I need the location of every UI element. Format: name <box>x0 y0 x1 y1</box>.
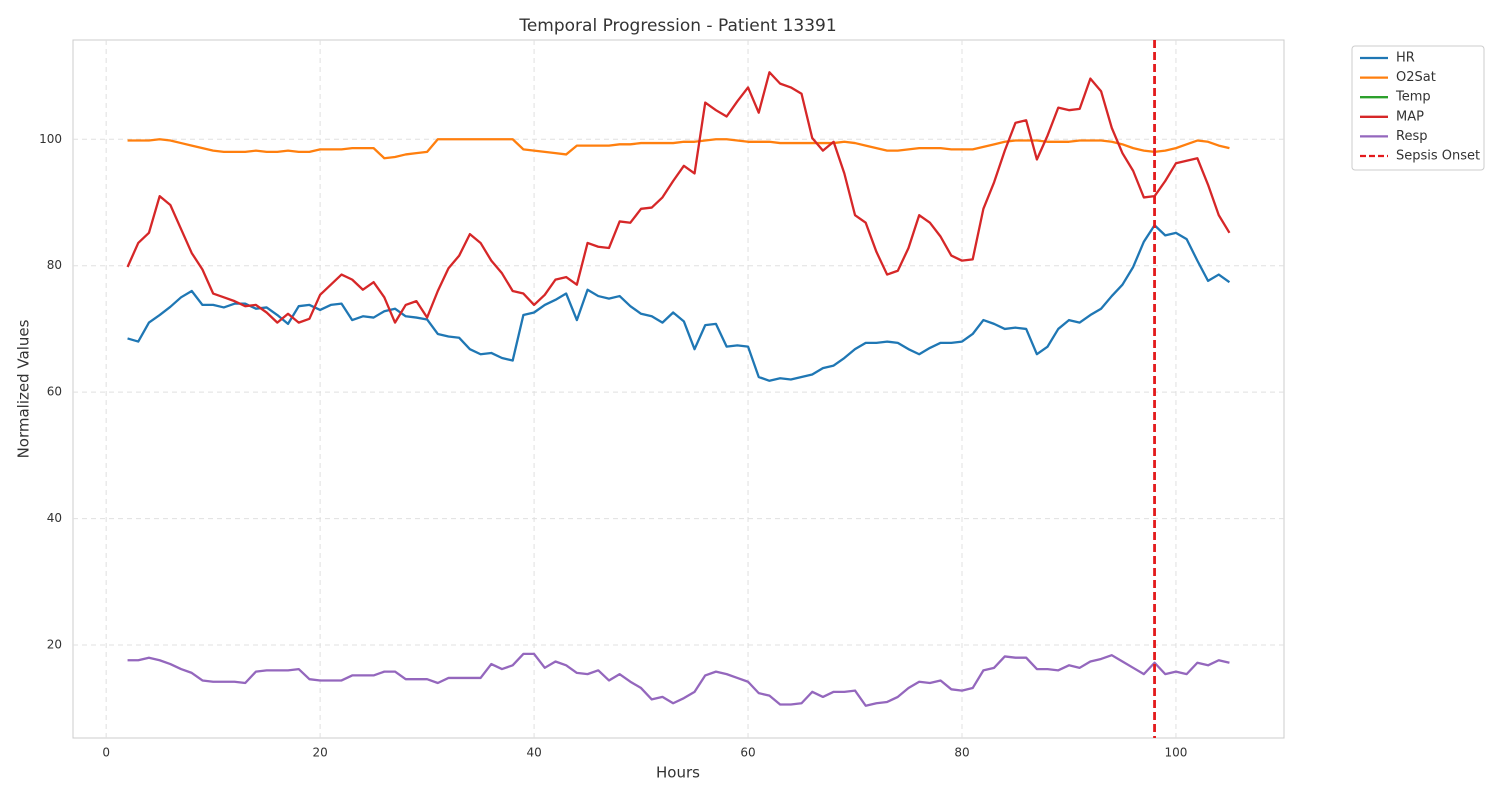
x-tick-label: 40 <box>526 746 541 760</box>
series-line <box>127 224 1231 382</box>
legend-label: Sepsis Onset <box>1396 149 1480 164</box>
y-tick-label: 40 <box>47 511 62 525</box>
series-line <box>126 71 1231 324</box>
x-tick-label: 80 <box>954 746 969 760</box>
x-tick-label: 100 <box>1164 746 1187 760</box>
y-tick-label: 100 <box>39 132 62 146</box>
x-tick-label: 20 <box>312 746 327 760</box>
y-tick-label: 80 <box>47 258 62 272</box>
y-tick-label: 60 <box>47 385 62 399</box>
y-axis-label: Normalized Values <box>15 319 33 458</box>
plot-area <box>72 39 1285 739</box>
series-line <box>127 652 1230 707</box>
legend-label: O2Sat <box>1396 70 1436 85</box>
x-tick-label: 0 <box>102 746 110 760</box>
chart-title: Temporal Progression - Patient 13391 <box>518 16 836 36</box>
x-tick-label: 60 <box>740 746 755 760</box>
y-tick-label: 20 <box>47 638 62 652</box>
legend-label: HR <box>1396 51 1415 66</box>
legend-label: Resp <box>1396 129 1427 144</box>
x-axis-label: Hours <box>656 764 700 782</box>
legend-label: Temp <box>1395 90 1431 105</box>
legend-label: MAP <box>1396 109 1424 124</box>
